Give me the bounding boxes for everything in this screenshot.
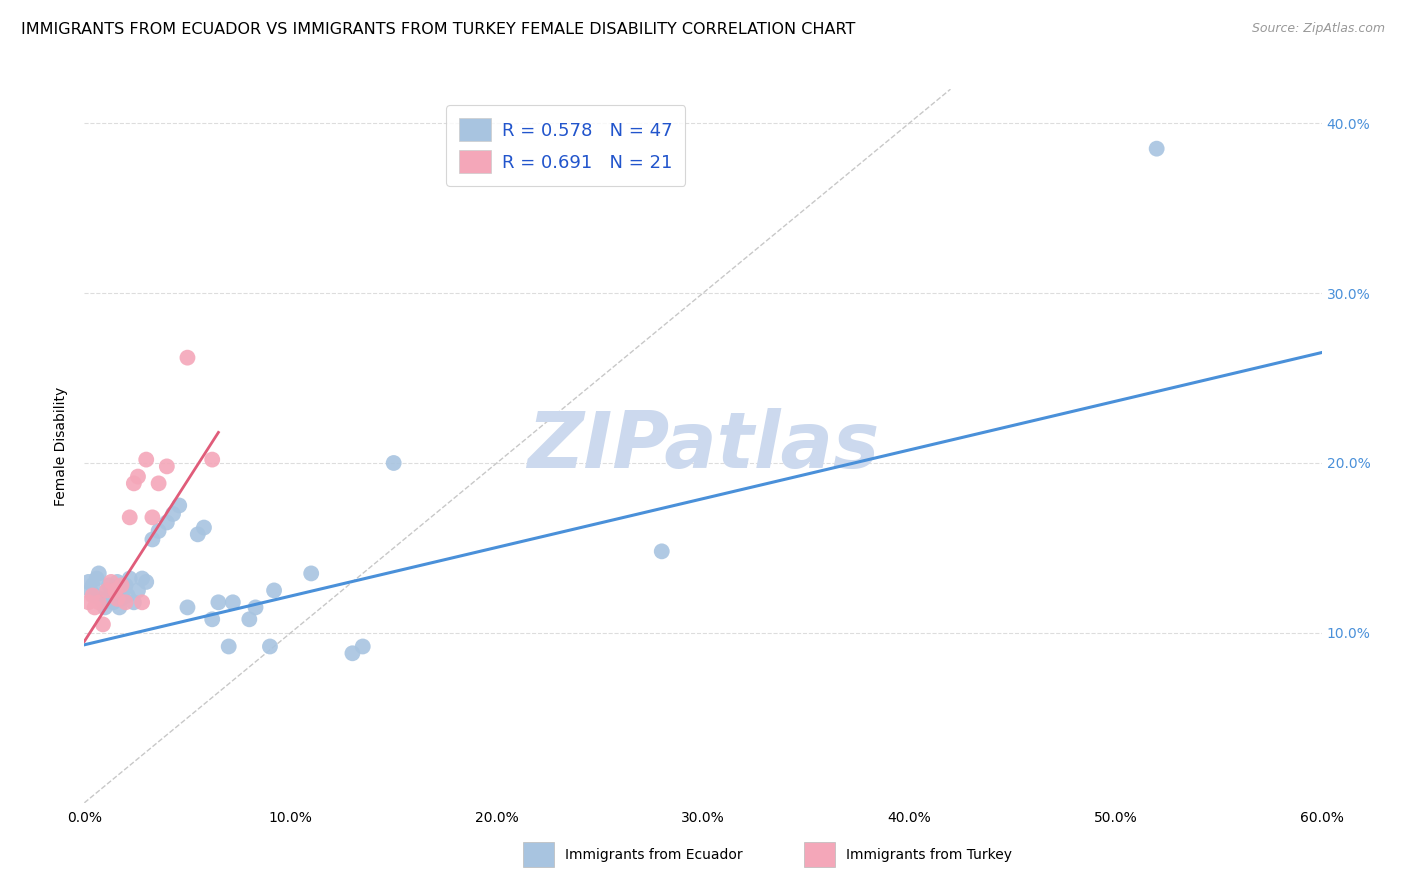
Point bbox=[110, 578, 132, 592]
Point bbox=[201, 452, 224, 467]
Point bbox=[77, 595, 100, 609]
Text: Immigrants from Ecuador: Immigrants from Ecuador bbox=[565, 847, 742, 862]
Point bbox=[77, 574, 100, 589]
Point bbox=[122, 476, 145, 491]
Point bbox=[118, 572, 141, 586]
Point bbox=[100, 589, 122, 603]
Text: IMMIGRANTS FROM ECUADOR VS IMMIGRANTS FROM TURKEY FEMALE DISABILITY CORRELATION : IMMIGRANTS FROM ECUADOR VS IMMIGRANTS FR… bbox=[21, 22, 855, 37]
Point bbox=[1146, 142, 1168, 156]
Point bbox=[238, 612, 260, 626]
Point bbox=[156, 459, 179, 474]
Y-axis label: Female Disability: Female Disability bbox=[55, 386, 69, 506]
Point bbox=[141, 533, 163, 547]
Point bbox=[90, 591, 112, 606]
Point bbox=[96, 583, 118, 598]
Point bbox=[117, 589, 139, 603]
Point bbox=[131, 572, 153, 586]
Point bbox=[91, 617, 114, 632]
Point bbox=[245, 600, 267, 615]
Point bbox=[193, 520, 215, 534]
Point bbox=[218, 640, 240, 654]
Point bbox=[156, 516, 179, 530]
Legend: R = 0.578   N = 47, R = 0.691   N = 21: R = 0.578 N = 47, R = 0.691 N = 21 bbox=[446, 105, 685, 186]
Point bbox=[135, 452, 157, 467]
Point bbox=[110, 591, 132, 606]
Point bbox=[187, 527, 209, 541]
Point bbox=[135, 574, 157, 589]
Point bbox=[82, 589, 104, 603]
Point bbox=[118, 510, 141, 524]
Point bbox=[167, 499, 190, 513]
Point bbox=[148, 476, 170, 491]
Point bbox=[382, 456, 405, 470]
Point bbox=[201, 612, 224, 626]
Point bbox=[122, 595, 145, 609]
Point bbox=[162, 507, 184, 521]
Point bbox=[83, 589, 105, 603]
Point bbox=[104, 583, 127, 598]
Point bbox=[86, 572, 108, 586]
Text: ZIPatlas: ZIPatlas bbox=[527, 408, 879, 484]
Point bbox=[87, 566, 110, 581]
Point bbox=[105, 591, 128, 606]
Point bbox=[222, 595, 245, 609]
Point bbox=[127, 469, 149, 483]
Text: Immigrants from Turkey: Immigrants from Turkey bbox=[846, 847, 1012, 862]
Point bbox=[104, 583, 127, 598]
Point bbox=[342, 646, 364, 660]
Point bbox=[87, 595, 110, 609]
Point bbox=[91, 595, 114, 609]
Point bbox=[127, 583, 149, 598]
Point bbox=[176, 351, 198, 365]
Point bbox=[131, 595, 153, 609]
Point bbox=[141, 510, 163, 524]
Point bbox=[100, 574, 122, 589]
Point bbox=[83, 600, 105, 615]
Point bbox=[299, 566, 322, 581]
Point bbox=[112, 583, 135, 598]
Point bbox=[114, 578, 136, 592]
Point bbox=[207, 595, 229, 609]
Point bbox=[259, 640, 281, 654]
Point bbox=[114, 595, 136, 609]
Point bbox=[108, 600, 131, 615]
Point bbox=[94, 600, 117, 615]
Point bbox=[82, 578, 104, 592]
Point bbox=[263, 583, 285, 598]
Point bbox=[96, 583, 118, 598]
Point bbox=[79, 583, 101, 598]
Point bbox=[352, 640, 374, 654]
Point bbox=[98, 578, 121, 592]
Text: Source: ZipAtlas.com: Source: ZipAtlas.com bbox=[1251, 22, 1385, 36]
Point bbox=[103, 595, 125, 609]
Point bbox=[176, 600, 198, 615]
Point bbox=[651, 544, 673, 558]
Point bbox=[105, 574, 128, 589]
Point bbox=[148, 524, 170, 538]
